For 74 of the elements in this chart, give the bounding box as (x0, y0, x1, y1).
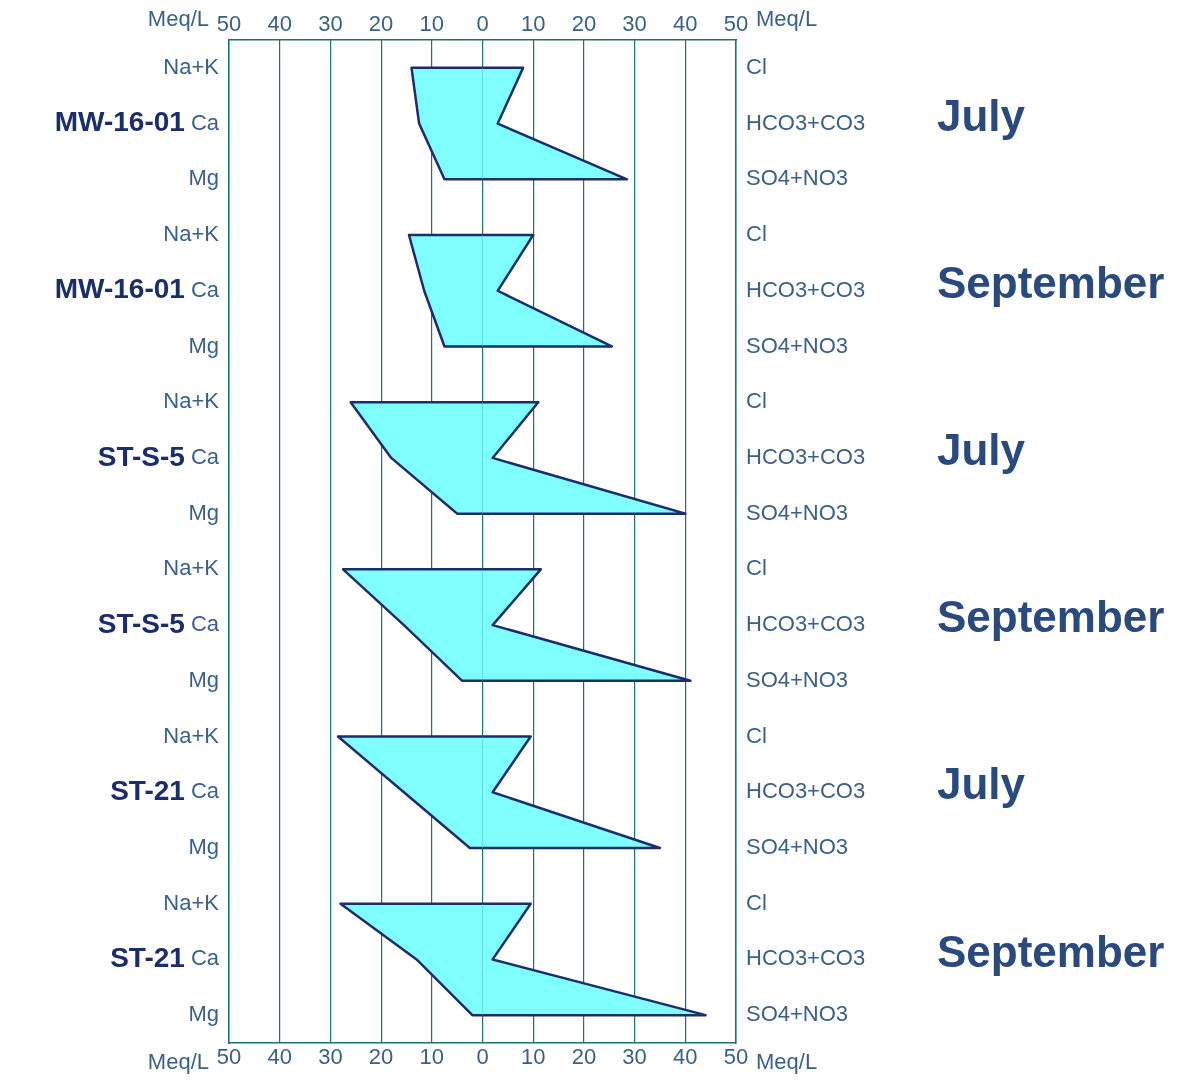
x-tick-label: 40 (673, 1044, 698, 1070)
y-tick-label: Ca (190, 778, 220, 804)
x-tick-label: 0 (476, 1044, 489, 1070)
x2-tick-label: 10 (419, 10, 445, 36)
y-tick-label: Ca (190, 109, 220, 135)
y2-tick-label: SO4+NO3 (746, 666, 849, 692)
x2-tick-label: 20 (571, 10, 597, 36)
y2-tick-label: SO4+NO3 (746, 499, 849, 525)
text: September (937, 592, 1165, 642)
y-tick-label: Na+K (163, 388, 220, 414)
y-tick-label: Na+K (163, 722, 220, 748)
y2-tick-label: SO4+NO3 (746, 1001, 849, 1027)
x2-tick-label: 40 (267, 10, 292, 36)
y2-tick-label: HCO3+CO3 (746, 276, 866, 302)
y2-tick-label: SO4+NO3 (746, 165, 849, 191)
y2-tick-label: HCO3+CO3 (746, 109, 866, 135)
x-tick-label: 20 (571, 1044, 597, 1070)
y2-tick-label: Cl (746, 53, 767, 79)
x2-tick-label: 50 (216, 10, 242, 36)
text: Meq/L (756, 6, 818, 32)
text: July (937, 90, 1026, 140)
y2-tick-label: Cl (746, 555, 767, 581)
y-tick-label: Na+K (163, 221, 220, 247)
y-tick-label: Mg (188, 666, 219, 692)
x-tick-label: 30 (622, 1044, 647, 1070)
text: Meq/L (147, 1049, 209, 1075)
x-tick-label: 10 (520, 1044, 546, 1070)
y2-tick-label: SO4+NO3 (746, 332, 849, 358)
text: September (937, 257, 1165, 307)
y-tick-label: Ca (190, 945, 220, 971)
y-tick-label: Na+K (163, 53, 220, 79)
y-tick-label: Ca (190, 443, 220, 469)
y-tick-label: Mg (188, 834, 219, 860)
y-tick-label: Na+K (163, 555, 220, 581)
x-tick-label: 20 (368, 1044, 394, 1070)
text: July (937, 759, 1026, 809)
text: MW-16-01 (54, 106, 185, 138)
y-tick-label: Mg (188, 332, 219, 358)
x2-tick-label: 50 (723, 10, 749, 36)
y2-tick-label: SO4+NO3 (746, 834, 849, 860)
text: ST-21 (110, 774, 185, 806)
y-tick-label: Ca (190, 611, 220, 637)
y-tick-label: Na+K (163, 889, 220, 915)
text: ST-21 (110, 942, 185, 974)
y2-tick-label: Cl (746, 221, 767, 247)
x-tick-label: 30 (318, 1044, 343, 1070)
x2-tick-label: 30 (622, 10, 647, 36)
x2-tick-label: 40 (673, 10, 698, 36)
text: MW-16-01 (54, 273, 185, 305)
y-tick-label: Ca (190, 276, 220, 302)
text: Meq/L (147, 6, 209, 32)
y2-tick-label: Cl (746, 889, 767, 915)
x-tick-label: 40 (267, 1044, 292, 1070)
text: July (937, 425, 1026, 475)
x-tick-label: 50 (216, 1044, 242, 1070)
y2-tick-label: HCO3+CO3 (746, 778, 866, 804)
y2-tick-label: HCO3+CO3 (746, 945, 866, 971)
text: ST-S-5 (97, 440, 185, 472)
y-tick-label: Mg (188, 1001, 219, 1027)
x2-tick-label: 0 (476, 10, 489, 36)
y-tick-label: Mg (188, 499, 219, 525)
x-tick-label: 10 (419, 1044, 445, 1070)
x-axis-title: Meq/L (756, 1049, 818, 1075)
text: September (937, 926, 1165, 976)
x2-tick-label: 30 (318, 10, 343, 36)
y2-tick-label: HCO3+CO3 (746, 611, 866, 637)
text: ST-S-5 (97, 607, 185, 639)
y2-tick-label: Cl (746, 388, 767, 414)
x-tick-label: 50 (723, 1044, 749, 1070)
x2-tick-label: 20 (368, 10, 394, 36)
y2-tick-label: HCO3+CO3 (746, 443, 866, 469)
x2-tick-label: 10 (520, 10, 546, 36)
y2-tick-label: Cl (746, 722, 767, 748)
y-tick-label: Mg (188, 165, 219, 191)
